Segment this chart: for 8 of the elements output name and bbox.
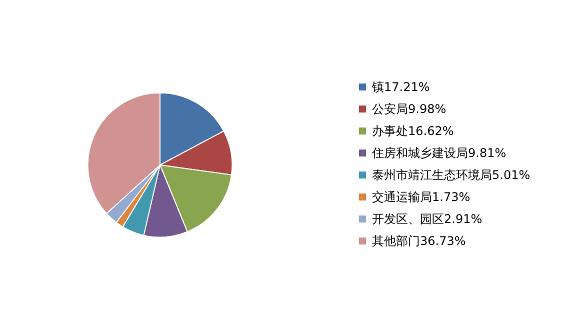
legend-label: 交通运输局1.73% [372, 190, 470, 204]
legend-label: 开发区、园区2.91% [372, 212, 482, 226]
legend-label: 镇17.21% [371, 80, 430, 94]
legend-label: 泰州市靖江生态环境局5.01% [372, 168, 530, 182]
legend-label: 办事处16.62% [372, 124, 454, 138]
legend-label: 其他部门36.73% [372, 234, 466, 248]
legend-label: 住房和城乡建设局9.81% [371, 146, 506, 160]
legend-label: 公安局9.98% [372, 102, 446, 116]
